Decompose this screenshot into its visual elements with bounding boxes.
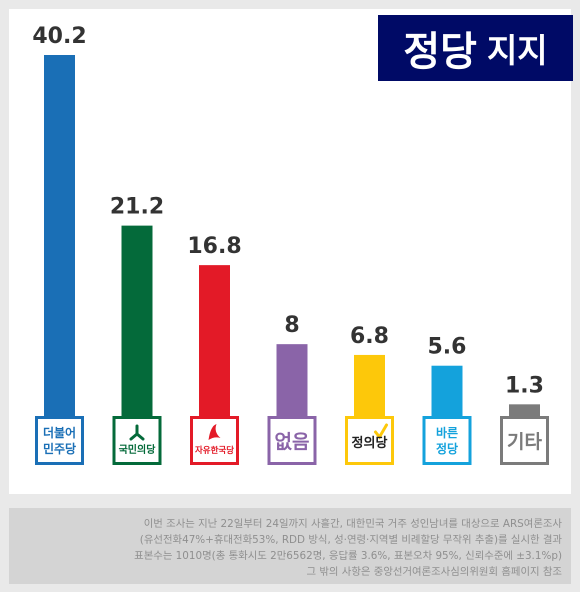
category-label-5: 정의당 (352, 435, 388, 451)
check-mark-icon (374, 423, 388, 440)
chart-title: 정당 지지 (378, 15, 573, 81)
value-label-5: 6.8 (350, 324, 389, 349)
bar-2 (121, 225, 153, 416)
torch-emblem-icon (208, 424, 221, 440)
chart-title-sub: 지지 (486, 31, 548, 70)
category-label-4: 없음 (275, 431, 310, 453)
category-label-7-line-1: 기타 (507, 431, 542, 453)
category-label-5-line-1: 정의당 (352, 435, 388, 451)
category-label-6: 바른 정당 (436, 425, 458, 456)
value-label-7: 1.3 (505, 373, 544, 398)
people-party-emblem-icon (129, 424, 145, 441)
chart-title-main: 정당 (403, 29, 477, 75)
footnote-line-3: 표본수는 1010명(총 통화시도 2만6562명, 응답률 3.6%, 표본오… (134, 550, 562, 562)
footnote-line-2: (유선전화47%+휴대전화53%, RDD 방식, 성·연령·지역별 비례할당 … (139, 534, 562, 546)
category-box-inner-6 (425, 419, 469, 462)
bar-chart: 40.2 더불어 민주당 21.2 국민의당 16.8 자유한국당 8 없음 6.8 정의당 5.6 바… (32, 24, 549, 465)
footnote-line-4: 그 밖의 사항은 중앙선거여론조사심의위원회 홈페이지 참조 (306, 566, 563, 578)
category-label-4-line-1: 없음 (275, 431, 310, 453)
value-label-1: 40.2 (32, 24, 86, 49)
category-label-3-line-1: 자유한국당 (195, 445, 234, 456)
bar-7 (509, 404, 540, 416)
value-label-3: 16.8 (187, 234, 241, 259)
category-label-1: 더불어 민주당 (43, 425, 76, 456)
bar-4 (276, 344, 308, 416)
value-label-6: 5.6 (428, 335, 467, 360)
category-label-6-line-1: 바른 (436, 425, 458, 440)
category-label-1-line-2: 민주당 (43, 441, 76, 456)
category-box-inner-7 (503, 419, 546, 462)
category-label-7: 기타 (507, 431, 542, 453)
category-box-inner-1 (38, 419, 81, 462)
value-label-2: 21.2 (110, 195, 164, 220)
category-box-inner-4 (270, 419, 314, 462)
footnote-line-1: 이번 조사는 지난 22일부터 24일까지 사흘간, 대한민국 거주 성인남녀를… (143, 518, 562, 530)
bar-1 (44, 55, 75, 416)
bar-3 (199, 265, 230, 416)
survey-footnote: 이번 조사는 지난 22일부터 24일까지 사흘간, 대한민국 거주 성인남녀를… (9, 508, 571, 584)
bar-5 (354, 354, 385, 416)
category-label-6-line-2: 정당 (436, 441, 458, 456)
category-label-2: 국민의당 (119, 443, 157, 456)
value-label-4: 8 (284, 313, 299, 338)
category-label-2-line-1: 국민의당 (119, 443, 157, 456)
category-label-3: 자유한국당 (195, 445, 234, 456)
category-box-inner-5 (348, 419, 391, 462)
category-label-1-line-1: 더불어 (43, 425, 76, 440)
bar-6 (431, 365, 463, 416)
